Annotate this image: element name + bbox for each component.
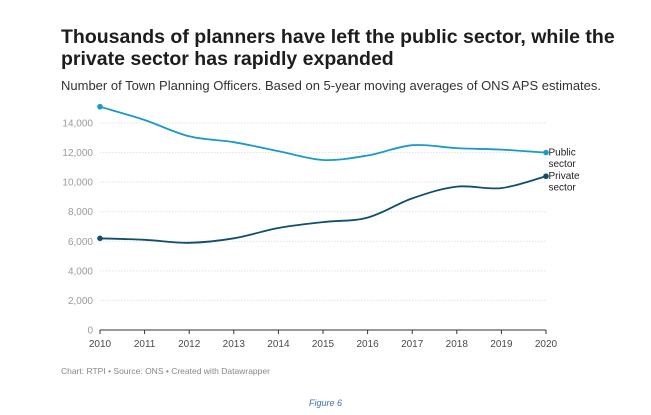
data-point-public-sector xyxy=(97,103,103,110)
x-tick-label: 2013 xyxy=(223,339,246,350)
x-tick-label: 2011 xyxy=(134,339,156,350)
x-tick-label: 2010 xyxy=(89,339,112,350)
x-tick-label: 2017 xyxy=(401,339,424,350)
x-tick-label: 2020 xyxy=(535,339,558,350)
x-tick-label: 2015 xyxy=(312,339,335,350)
y-tick-label: 2,000 xyxy=(68,296,93,307)
figure-caption: Figure 6 xyxy=(308,398,343,408)
x-tick-label: 2014 xyxy=(267,339,290,350)
data-point-private-sector xyxy=(97,235,103,242)
data-point-public-sector xyxy=(543,149,549,156)
y-tick-label: 4,000 xyxy=(68,266,93,277)
y-tick-label: 8,000 xyxy=(68,207,93,218)
series-label-public-sector: Public xyxy=(549,148,576,159)
series-label-private-sector: Private xyxy=(549,171,581,182)
series-label-public-sector: sector xyxy=(549,159,577,170)
y-tick-label: 14,000 xyxy=(62,119,93,130)
y-tick-label: 0 xyxy=(87,326,93,337)
y-tick-label: 6,000 xyxy=(68,237,93,248)
x-tick-label: 2019 xyxy=(490,339,513,350)
series-label-private-sector: sector xyxy=(549,183,577,194)
chart-subtitle: Number of Town Planning Officers. Based … xyxy=(61,78,602,93)
x-tick-label: 2012 xyxy=(178,339,201,350)
x-tick-label: 2018 xyxy=(446,339,469,350)
series-line-public-sector xyxy=(99,105,547,162)
y-tick-label: 10,000 xyxy=(62,178,93,189)
series-line-private-sector xyxy=(99,175,547,244)
data-point-private-sector xyxy=(543,173,549,180)
chart-source-note: Chart: RTPI • Source: ONS • Created with… xyxy=(61,366,270,376)
y-tick-label: 12,000 xyxy=(62,148,93,159)
chart-title: Thousands of planners have left the publ… xyxy=(61,26,615,70)
x-tick-label: 2016 xyxy=(356,339,379,350)
